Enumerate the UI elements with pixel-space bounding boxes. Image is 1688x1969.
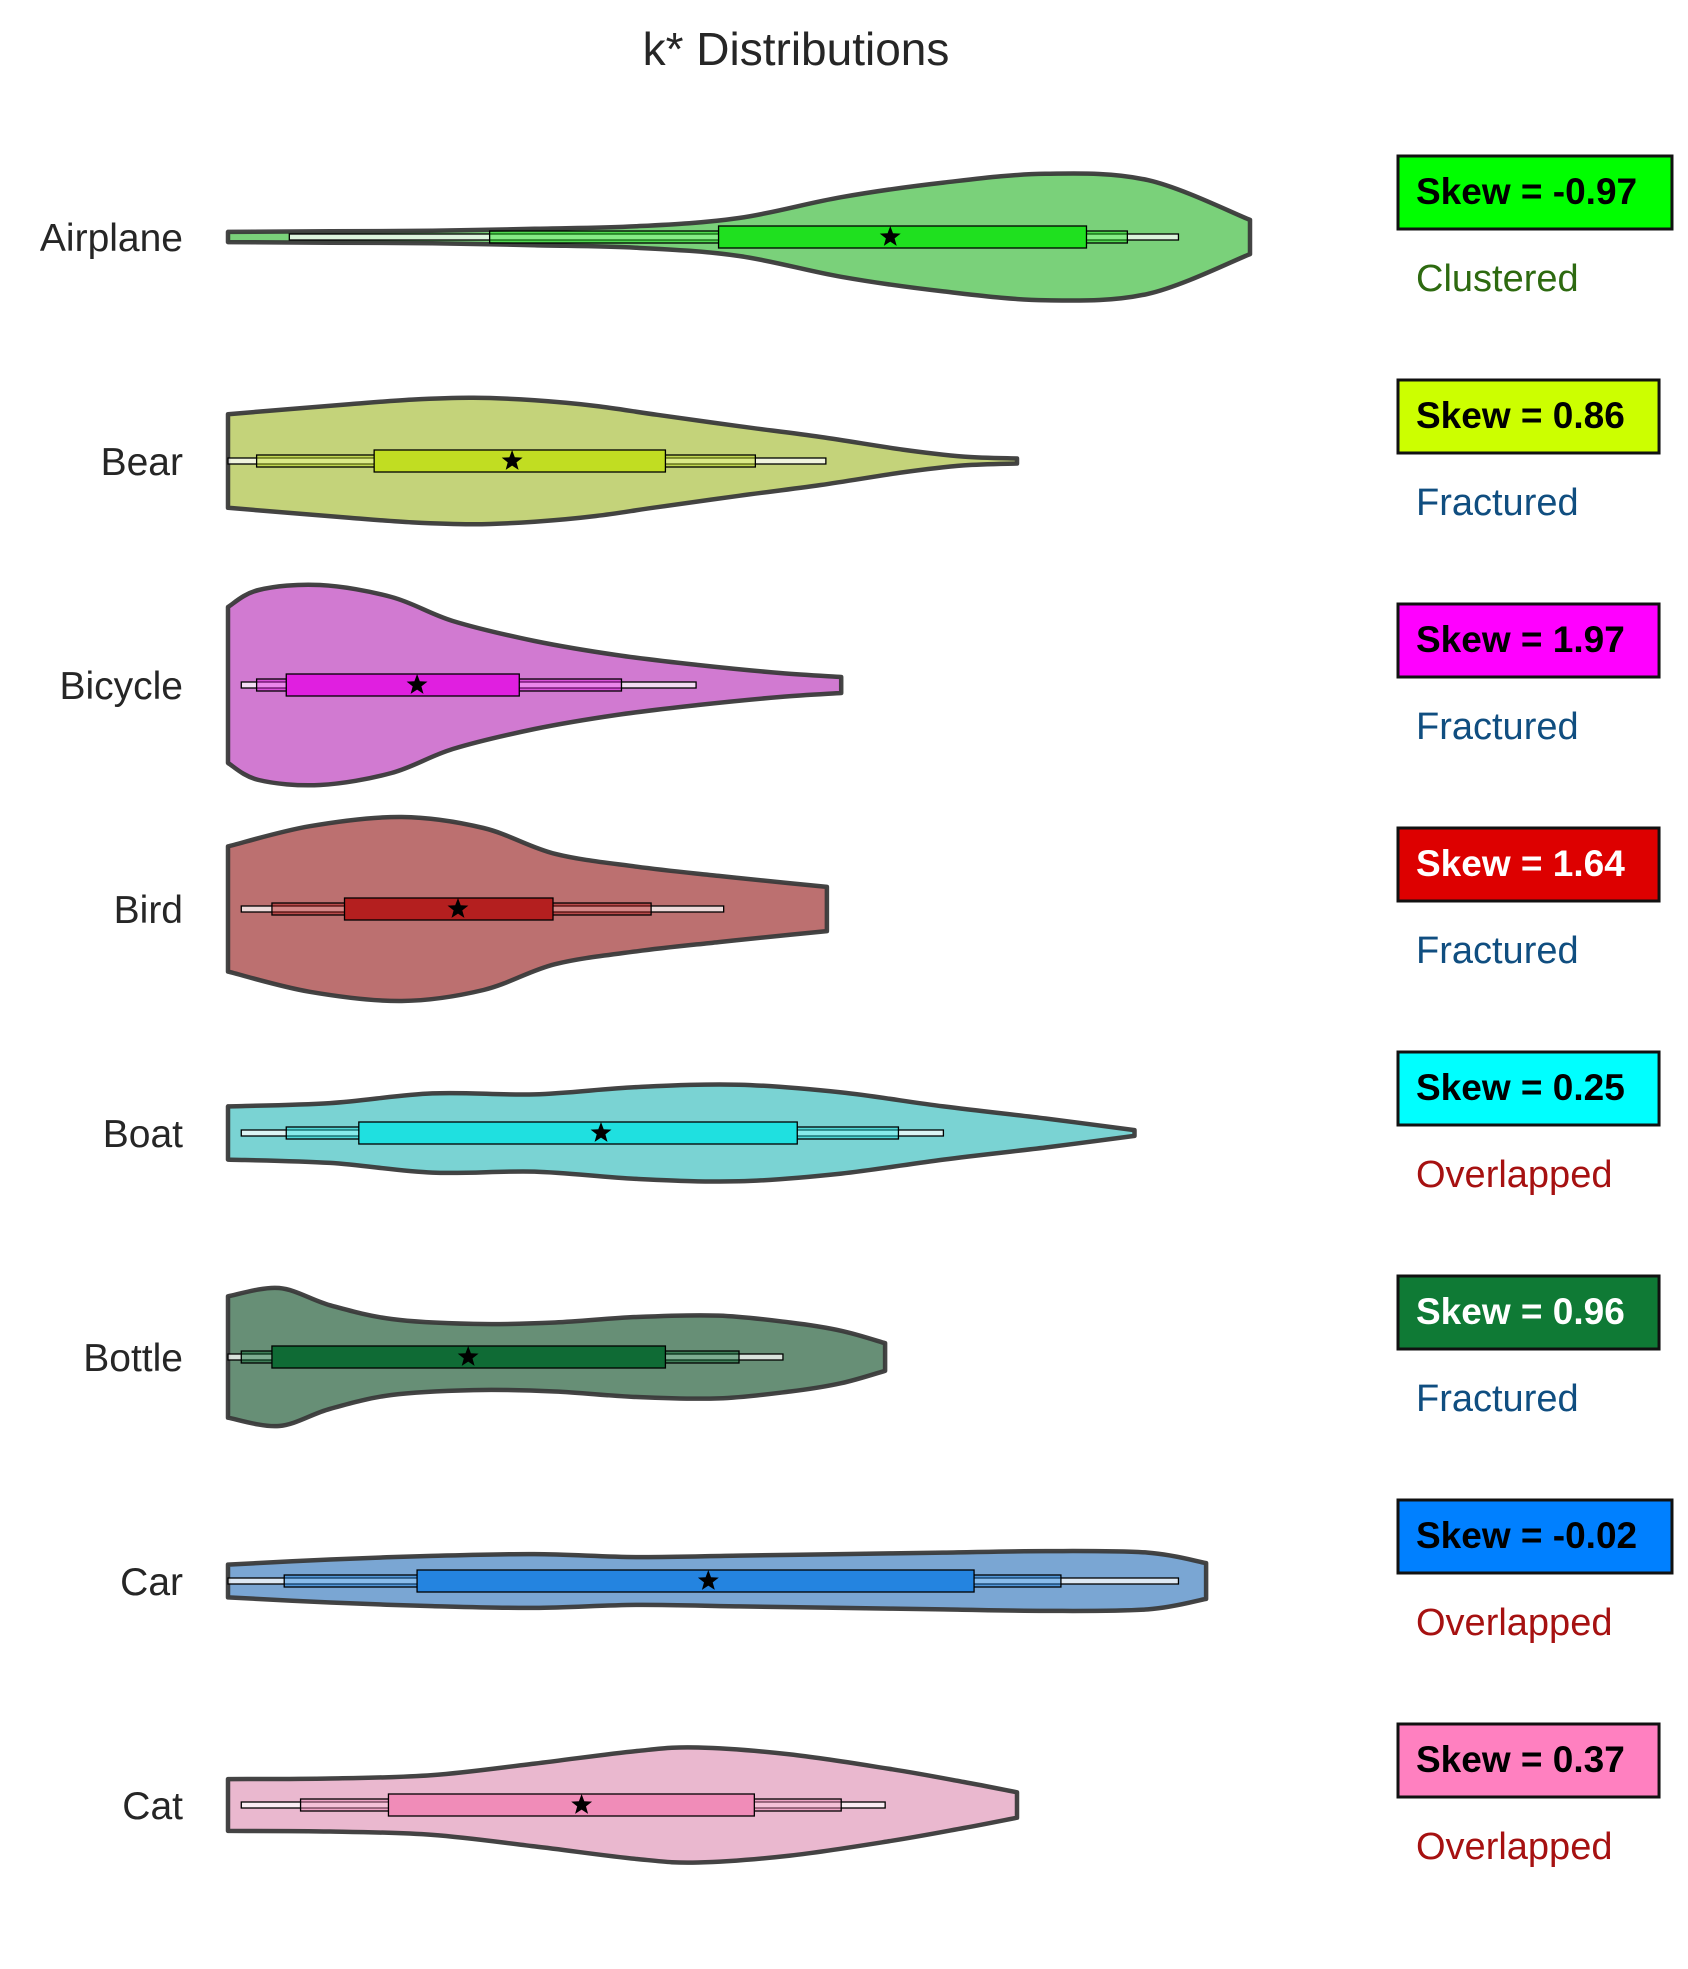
category-label-bottle: Bottle	[83, 1337, 183, 1380]
skew-badge-bicycle	[1396, 602, 1661, 679]
skew-badge-bear	[1396, 378, 1661, 455]
skew-label-bottle: Skew = 0.96	[1416, 1291, 1625, 1332]
classification-label-bird: Fractured	[1416, 930, 1579, 972]
mean-marker-airplane	[879, 226, 901, 246]
mean-marker-bottle	[457, 1346, 479, 1366]
category-label-cat: Cat	[122, 1785, 183, 1828]
mean-marker-car	[697, 1570, 719, 1590]
skew-badge-car	[1396, 1498, 1674, 1575]
classification-label-cat: Overlapped	[1416, 1826, 1612, 1868]
classification-label-boat: Overlapped	[1416, 1154, 1612, 1196]
mean-marker-boat	[590, 1122, 612, 1142]
mean-marker-bird	[447, 898, 469, 918]
box-boat	[358, 1121, 798, 1145]
plot-area: Airplane Skew = -0.97 Clustered Bear Skew = …	[40, 154, 1674, 1868]
category-label-boat: Boat	[103, 1113, 183, 1156]
skew-label-car: Skew = -0.02	[1416, 1515, 1637, 1556]
skew-label-bear: Skew = 0.86	[1416, 395, 1625, 436]
violin-group-bear: Bear Skew = 0.86 Fractured	[101, 378, 1661, 527]
box-airplane	[717, 225, 1088, 249]
chart-title: k* Distributions	[643, 23, 950, 75]
violin-group-cat: Cat Skew = 0.37 Overlapped	[122, 1722, 1661, 1868]
skew-badge-boat	[1396, 1050, 1661, 1127]
box-car	[416, 1569, 975, 1593]
classification-label-bicycle: Fractured	[1416, 706, 1579, 748]
classification-label-airplane: Clustered	[1416, 258, 1579, 300]
violin-group-airplane: Airplane Skew = -0.97 Clustered	[40, 154, 1674, 303]
classification-label-bear: Fractured	[1416, 482, 1579, 524]
box-bird	[343, 897, 554, 921]
skew-badge-bottle	[1396, 1274, 1661, 1351]
classification-label-car: Overlapped	[1416, 1602, 1612, 1644]
category-label-bear: Bear	[101, 441, 183, 484]
mean-marker-cat	[571, 1794, 593, 1814]
violin-group-bicycle: Bicycle Skew = 1.97 Fractured	[59, 582, 1661, 788]
skew-label-airplane: Skew = -0.97	[1416, 171, 1637, 212]
skew-label-bicycle: Skew = 1.97	[1416, 619, 1625, 660]
skew-badge-airplane	[1396, 154, 1674, 231]
category-label-bird: Bird	[114, 889, 183, 932]
skew-badge-cat	[1396, 1722, 1661, 1799]
classification-label-bottle: Fractured	[1416, 1378, 1579, 1420]
skew-label-bird: Skew = 1.64	[1416, 843, 1625, 884]
violin-group-bird: Bird Skew = 1.64 Fractured	[114, 814, 1661, 1004]
violin-group-bottle: Bottle Skew = 0.96 Fractured	[83, 1274, 1661, 1429]
category-label-bicycle: Bicycle	[59, 665, 183, 708]
skew-label-cat: Skew = 0.37	[1416, 1739, 1625, 1780]
category-label-airplane: Airplane	[40, 217, 183, 260]
violin-group-car: Car Skew = -0.02 Overlapped	[120, 1498, 1674, 1644]
box-bear	[373, 449, 667, 473]
category-label-car: Car	[120, 1561, 183, 1604]
mean-marker-bear	[501, 450, 523, 470]
mean-marker-bicycle	[406, 674, 428, 694]
skew-label-boat: Skew = 0.25	[1416, 1067, 1625, 1108]
skew-badge-bird	[1396, 826, 1661, 903]
box-bicycle	[285, 673, 520, 697]
violin-group-boat: Boat Skew = 0.25 Overlapped	[103, 1050, 1661, 1196]
box-cat	[387, 1793, 755, 1817]
